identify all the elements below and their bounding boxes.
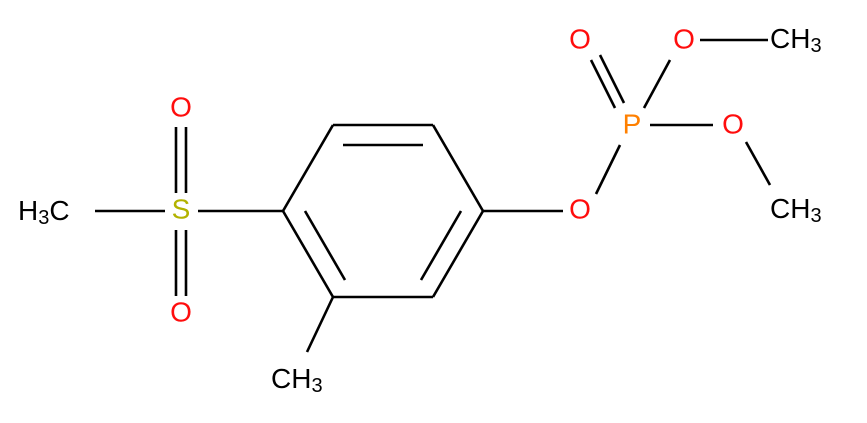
atom-label: O [569, 23, 591, 54]
atom-label: H3C [18, 195, 70, 229]
atom-label: O [170, 296, 192, 327]
bond [589, 59, 617, 109]
bond [594, 144, 622, 195]
bond [642, 59, 672, 109]
bonds [95, 38, 772, 353]
atom-labels: H3C S O O CH3 O P O O CH3 O CH3 [18, 23, 822, 397]
bond [281, 124, 335, 212]
bond [305, 296, 335, 353]
bond [598, 54, 626, 104]
atom-label: CH3 [271, 363, 323, 397]
atom-label: P [623, 108, 642, 139]
bond [744, 141, 772, 186]
atom-label: O [170, 91, 192, 122]
atom-label: CH3 [770, 193, 822, 227]
bond [281, 210, 335, 298]
atom-label: O [722, 108, 744, 139]
bond [419, 210, 463, 281]
bond [431, 210, 485, 298]
atom-label: O [569, 193, 591, 224]
bond [303, 210, 347, 281]
bond [431, 124, 485, 212]
atom-label: O [673, 23, 695, 54]
atom-label: S [172, 193, 191, 224]
atom-label: CH3 [770, 23, 822, 57]
